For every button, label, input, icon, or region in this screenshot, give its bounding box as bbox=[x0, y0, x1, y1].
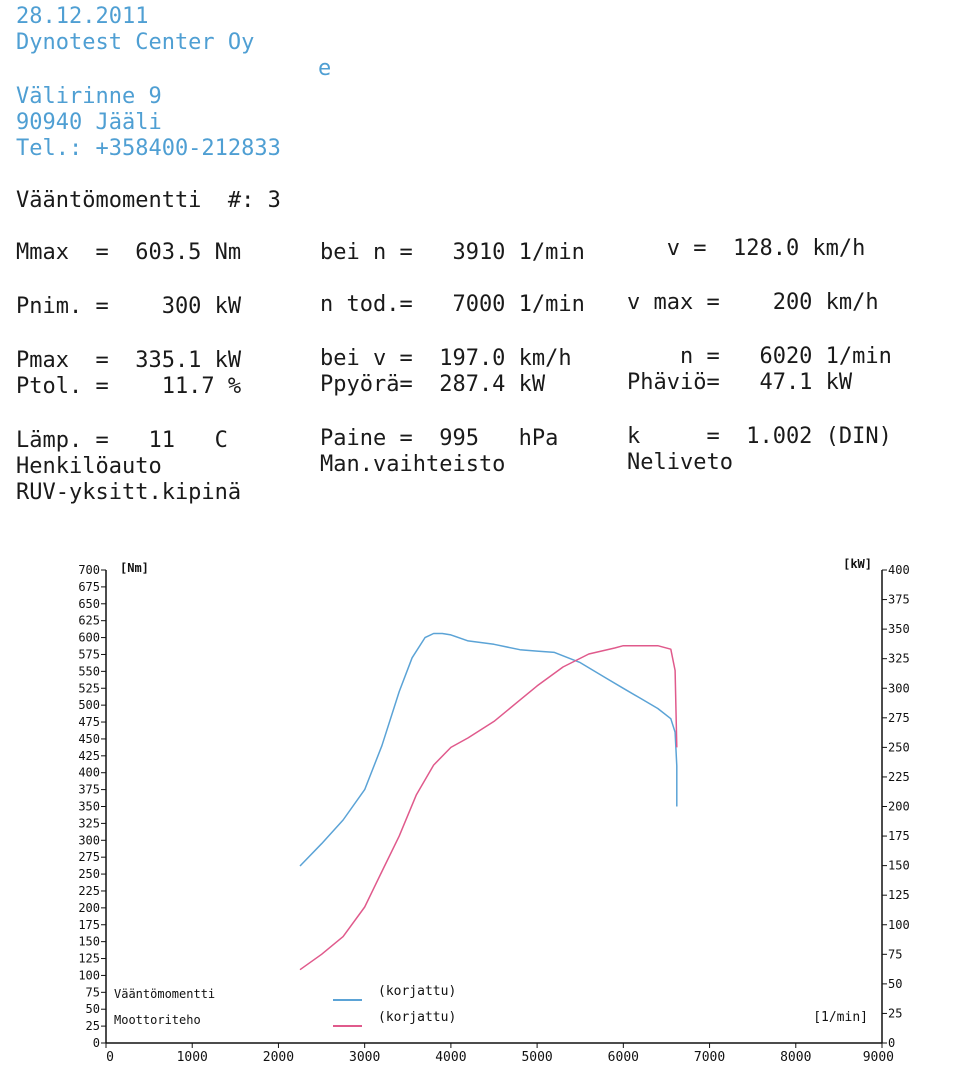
y-left-tick-label: 675 bbox=[78, 580, 100, 594]
y-right-tick-label: 25 bbox=[888, 1006, 902, 1020]
y-left-tick-label: 450 bbox=[78, 732, 100, 746]
y-right-tick-label: 200 bbox=[888, 800, 910, 814]
x-tick-label: 4000 bbox=[435, 1050, 466, 1065]
result-paine: Paine = 995 hPa bbox=[320, 426, 559, 451]
y-left-tick-label: 525 bbox=[78, 681, 100, 695]
y-right-tick-label: 350 bbox=[888, 622, 910, 636]
legend-label-power: Moottoriteho bbox=[114, 1013, 201, 1027]
y-right-tick-label: 400 bbox=[888, 563, 910, 577]
x-tick-label: 0 bbox=[106, 1050, 114, 1065]
y-right-tick-label: 50 bbox=[888, 977, 902, 991]
y-right-tick-label: 175 bbox=[888, 829, 910, 843]
x-tick-label: 5000 bbox=[521, 1050, 552, 1065]
y-left-tick-label: 500 bbox=[78, 698, 100, 712]
vehicle-type: Henkilöauto bbox=[16, 454, 162, 479]
y-left-tick-label: 250 bbox=[78, 867, 100, 881]
y-left-tick-label: 100 bbox=[78, 968, 100, 982]
y-left-tick-label: 25 bbox=[86, 1019, 100, 1033]
y-right-tick-label: 75 bbox=[888, 947, 902, 961]
y-right-tick-label: 150 bbox=[888, 859, 910, 873]
series-line-torque bbox=[299, 632, 678, 867]
y-left-tick-label: 625 bbox=[78, 614, 100, 628]
drive-type: Neliveto bbox=[627, 450, 733, 475]
y-left-tick-label: 650 bbox=[78, 597, 100, 611]
y-left-tick-label: 200 bbox=[78, 901, 100, 915]
y-right-tick-label: 125 bbox=[888, 888, 910, 902]
y-right-tick-label: 0 bbox=[888, 1036, 895, 1050]
y-right-tick-label: 100 bbox=[888, 918, 910, 932]
y-right-tick-label: 225 bbox=[888, 770, 910, 784]
legend-label-torque: Vääntömomentti bbox=[114, 987, 215, 1001]
result-mmax: Mmax = 603.5 Nm bbox=[16, 240, 242, 265]
y-left-tick-label: 425 bbox=[78, 749, 100, 763]
result-lamp: Lämp. = 11 C bbox=[16, 428, 228, 453]
y-right-tick-label: 250 bbox=[888, 740, 910, 754]
y-left-tick-label: 175 bbox=[78, 918, 100, 932]
legend-tag-torque: (korjattu) bbox=[378, 984, 456, 999]
city-address: 90940 Jääli bbox=[16, 110, 162, 135]
result-ppyora: Ppyörä= 287.4 kW bbox=[320, 372, 546, 397]
y-left-tick-label: 400 bbox=[78, 766, 100, 780]
legend-tag-power: (korjattu) bbox=[378, 1010, 456, 1025]
report-title: Vääntömomentti #: 3 bbox=[16, 188, 281, 213]
result-mmax-rpm: bei n = 3910 1/min bbox=[320, 240, 585, 265]
y-left-tick-label: 275 bbox=[78, 850, 100, 864]
result-pmax-rpm: n = 6020 1/min bbox=[627, 344, 892, 369]
x-tick-label: 2000 bbox=[263, 1050, 294, 1065]
y-left-axis-label: [Nm] bbox=[120, 561, 149, 575]
result-vmax: v max = 200 km/h bbox=[627, 290, 879, 315]
x-tick-label: 9000 bbox=[863, 1050, 894, 1065]
y-left-tick-label: 0 bbox=[93, 1036, 100, 1050]
result-ptol: Ptol. = 11.7 % bbox=[16, 374, 242, 399]
result-k-factor: k = 1.002 (DIN) bbox=[627, 424, 892, 449]
result-pmax: Pmax = 335.1 kW bbox=[16, 348, 242, 373]
y-left-tick-label: 700 bbox=[78, 563, 100, 577]
company-name: Dynotest Center Oy bbox=[16, 30, 255, 55]
x-tick-label: 1000 bbox=[177, 1050, 208, 1065]
result-mmax-speed: v = 128.0 km/h bbox=[627, 236, 866, 261]
y-left-tick-label: 600 bbox=[78, 631, 100, 645]
y-right-tick-label: 275 bbox=[888, 711, 910, 725]
series-line-power bbox=[299, 644, 678, 971]
x-tick-label: 6000 bbox=[608, 1050, 639, 1065]
y-left-tick-label: 375 bbox=[78, 783, 100, 797]
y-left-tick-label: 150 bbox=[78, 935, 100, 949]
x-tick-label: 8000 bbox=[780, 1050, 811, 1065]
phone-number: Tel.: +358400-212833 bbox=[16, 136, 281, 161]
dyno-chart: 0255075100125150175200225250275300325350… bbox=[78, 557, 910, 1065]
y-left-tick-label: 325 bbox=[78, 816, 100, 830]
y-left-tick-label: 550 bbox=[78, 664, 100, 678]
street-address: Välirinne 9 bbox=[16, 84, 162, 109]
y-left-tick-label: 75 bbox=[86, 985, 100, 999]
result-phavio: Phäviö= 47.1 kW bbox=[627, 370, 853, 395]
x-tick-label: 7000 bbox=[694, 1050, 725, 1065]
y-left-tick-label: 300 bbox=[78, 833, 100, 847]
y-left-tick-label: 50 bbox=[86, 1002, 100, 1016]
y-left-tick-label: 575 bbox=[78, 647, 100, 661]
transmission-type: Man.vaihteisto bbox=[320, 452, 506, 477]
test-date: 28.12.2011 bbox=[16, 4, 149, 29]
y-right-axis-label: [kW] bbox=[843, 557, 872, 571]
result-pnim: Pnim. = 300 kW bbox=[16, 294, 242, 319]
stray-mark: e bbox=[318, 56, 332, 81]
ignition-type: RUV-yksitt.kipinä bbox=[16, 480, 242, 505]
y-left-tick-label: 350 bbox=[78, 800, 100, 814]
y-left-tick-label: 125 bbox=[78, 952, 100, 966]
y-right-tick-label: 300 bbox=[888, 681, 910, 695]
x-tick-label: 3000 bbox=[349, 1050, 380, 1065]
y-right-tick-label: 375 bbox=[888, 593, 910, 607]
x-axis-label: [1/min] bbox=[813, 1010, 868, 1025]
result-pmax-speed: bei v = 197.0 km/h bbox=[320, 346, 572, 371]
result-n-tod: n tod.= 7000 1/min bbox=[320, 292, 585, 317]
y-left-tick-label: 475 bbox=[78, 715, 100, 729]
y-left-tick-label: 225 bbox=[78, 884, 100, 898]
y-right-tick-label: 325 bbox=[888, 652, 910, 666]
